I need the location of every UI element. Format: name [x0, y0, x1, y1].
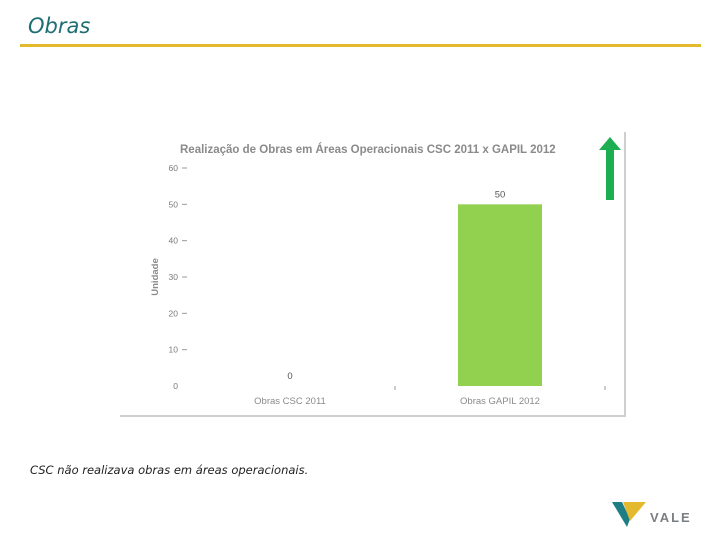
x-axis: Obras CSC 2011 Obras GAPIL 2012	[254, 386, 606, 407]
x-tick-label: Obras GAPIL 2012	[460, 396, 540, 407]
bars: 0 50	[287, 189, 542, 386]
y-tick-label: 30	[169, 272, 179, 282]
y-axis: 60 50 40 30 20 10 0	[169, 163, 187, 391]
y-tick-label: 0	[173, 381, 178, 391]
y-tick-label: 50	[169, 199, 179, 209]
up-arrow-icon	[599, 137, 621, 200]
chart-title: Realização de Obras em Áreas Operacionai…	[180, 143, 556, 156]
y-tick-label: 40	[169, 236, 179, 246]
y-axis-label: Unidade	[150, 258, 161, 295]
vale-logo-icon	[612, 502, 646, 527]
title-divider	[20, 44, 701, 47]
y-tick-label: 20	[169, 308, 179, 318]
bar-chart: Realização de Obras em Áreas Operacionai…	[150, 137, 621, 407]
footnote: CSC não realizava obras em áreas operaci…	[30, 463, 309, 477]
vale-logo: VALE	[610, 497, 705, 532]
logo-text: VALE	[650, 510, 692, 525]
data-label: 0	[287, 371, 292, 382]
slide-title: Obras	[28, 14, 91, 38]
y-tick-label: 10	[169, 345, 179, 355]
data-label: 50	[495, 189, 506, 200]
chart-frame: Realização de Obras em Áreas Operacionai…	[120, 132, 626, 417]
y-tick-label: 60	[169, 163, 179, 173]
bar	[458, 204, 542, 386]
x-tick-label: Obras CSC 2011	[254, 396, 326, 407]
